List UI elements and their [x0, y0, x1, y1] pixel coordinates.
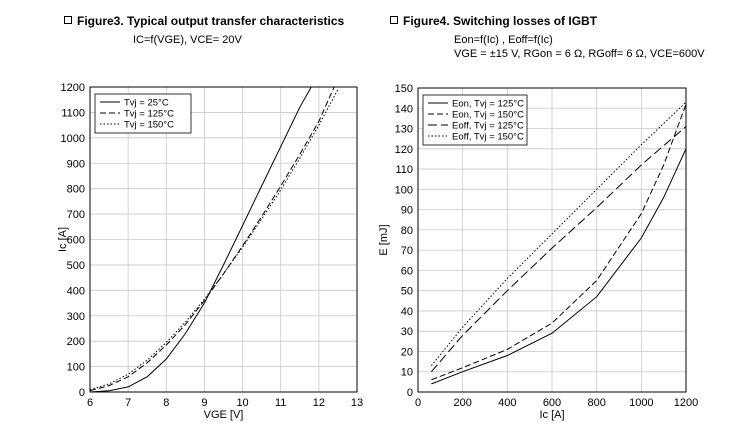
legend-label: Eoff, Tvj = 150°C	[452, 132, 524, 143]
y-tick-label: 50	[401, 286, 413, 298]
y-tick-label: 200	[67, 336, 85, 348]
legend-label: Tvj = 150°C	[124, 120, 174, 131]
square-icon	[64, 16, 72, 24]
y-tick-label: 30	[401, 326, 413, 338]
x-tick-label: 13	[351, 397, 363, 409]
y-tick-label: 130	[395, 124, 413, 136]
x-tick-label: 400	[498, 397, 516, 409]
figure4-subtitle-line2: VGE = ±15 V, RGon = 6 Ω, RGoff= 6 Ω, VCE…	[454, 48, 705, 60]
series-line-3	[90, 89, 339, 390]
x-tick-label: 800	[587, 397, 605, 409]
y-tick-label: 100	[395, 184, 413, 196]
series-line-3	[431, 126, 686, 373]
figure4-title: Figure4. Switching losses of IGBT	[390, 14, 597, 28]
x-tick-label: 1000	[629, 397, 653, 409]
y-tick-label: 100	[67, 362, 85, 374]
figure3-title: Figure3. Typical output transfer charact…	[64, 14, 344, 28]
y-tick-label: 0	[407, 387, 413, 399]
y-tick-label: 900	[67, 158, 85, 170]
y-tick-label: 40	[401, 306, 413, 318]
series-line-1	[431, 148, 686, 385]
y-axis-label: Ic [A]	[57, 227, 69, 252]
figure3-subtitle: IC=f(VGE), VCE= 20V	[133, 34, 242, 46]
series-line-2	[431, 104, 686, 381]
series-line-2	[90, 87, 335, 392]
legend-label: Eoff, Tvj = 125°C	[452, 121, 524, 132]
x-tick-label: 10	[236, 397, 248, 409]
y-tick-label: 80	[401, 225, 413, 237]
x-tick-label: 11	[275, 397, 286, 409]
legend-label: Eon, Tvj = 150°C	[452, 110, 524, 121]
y-tick-label: 400	[67, 285, 85, 297]
y-tick-label: 90	[401, 205, 413, 217]
legend-label: Tvj = 25°C	[124, 98, 169, 109]
plot-frame	[417, 87, 687, 393]
x-tick-label: 200	[453, 397, 471, 409]
x-tick-label: 7	[125, 397, 131, 409]
x-tick-label: 1200	[674, 397, 698, 409]
y-tick-label: 110	[395, 164, 413, 176]
x-tick-label: 9	[201, 397, 207, 409]
y-tick-label: 300	[67, 311, 85, 323]
x-tick-label: 0	[415, 397, 421, 409]
legend-label: Tvj = 125°C	[124, 109, 174, 120]
square-icon	[390, 16, 398, 24]
y-tick-label: 800	[67, 184, 85, 196]
figure4-subtitle-line1: Eon=f(Ic) , Eoff=f(Ic)	[454, 34, 553, 46]
series-line-4	[431, 101, 686, 367]
y-tick-label: 600	[67, 235, 85, 247]
legend-label: Eon, Tvj = 125°C	[452, 99, 524, 110]
y-tick-label: 1100	[61, 107, 85, 119]
y-tick-label: 1200	[61, 82, 85, 94]
y-tick-label: 700	[67, 209, 85, 221]
y-tick-label: 0	[79, 387, 85, 399]
y-axis-label: E [mJ]	[378, 224, 390, 255]
x-tick-label: 8	[163, 397, 169, 409]
y-tick-label: 20	[401, 346, 413, 358]
y-tick-label: 70	[401, 245, 413, 257]
x-axis-label: Ic [A]	[539, 409, 564, 421]
y-tick-label: 1000	[61, 133, 85, 145]
y-tick-label: 140	[395, 103, 413, 115]
x-tick-label: 600	[543, 397, 561, 409]
y-tick-label: 150	[395, 83, 413, 95]
x-tick-label: 12	[313, 397, 325, 409]
x-tick-label: 6	[87, 397, 93, 409]
plot-frame	[89, 86, 358, 393]
y-tick-label: 10	[401, 367, 413, 379]
y-tick-label: 60	[401, 265, 413, 277]
series-line-1	[90, 87, 312, 392]
x-axis-label: VGE [V]	[204, 409, 244, 421]
y-tick-label: 120	[395, 144, 413, 156]
y-tick-label: 500	[67, 260, 85, 272]
